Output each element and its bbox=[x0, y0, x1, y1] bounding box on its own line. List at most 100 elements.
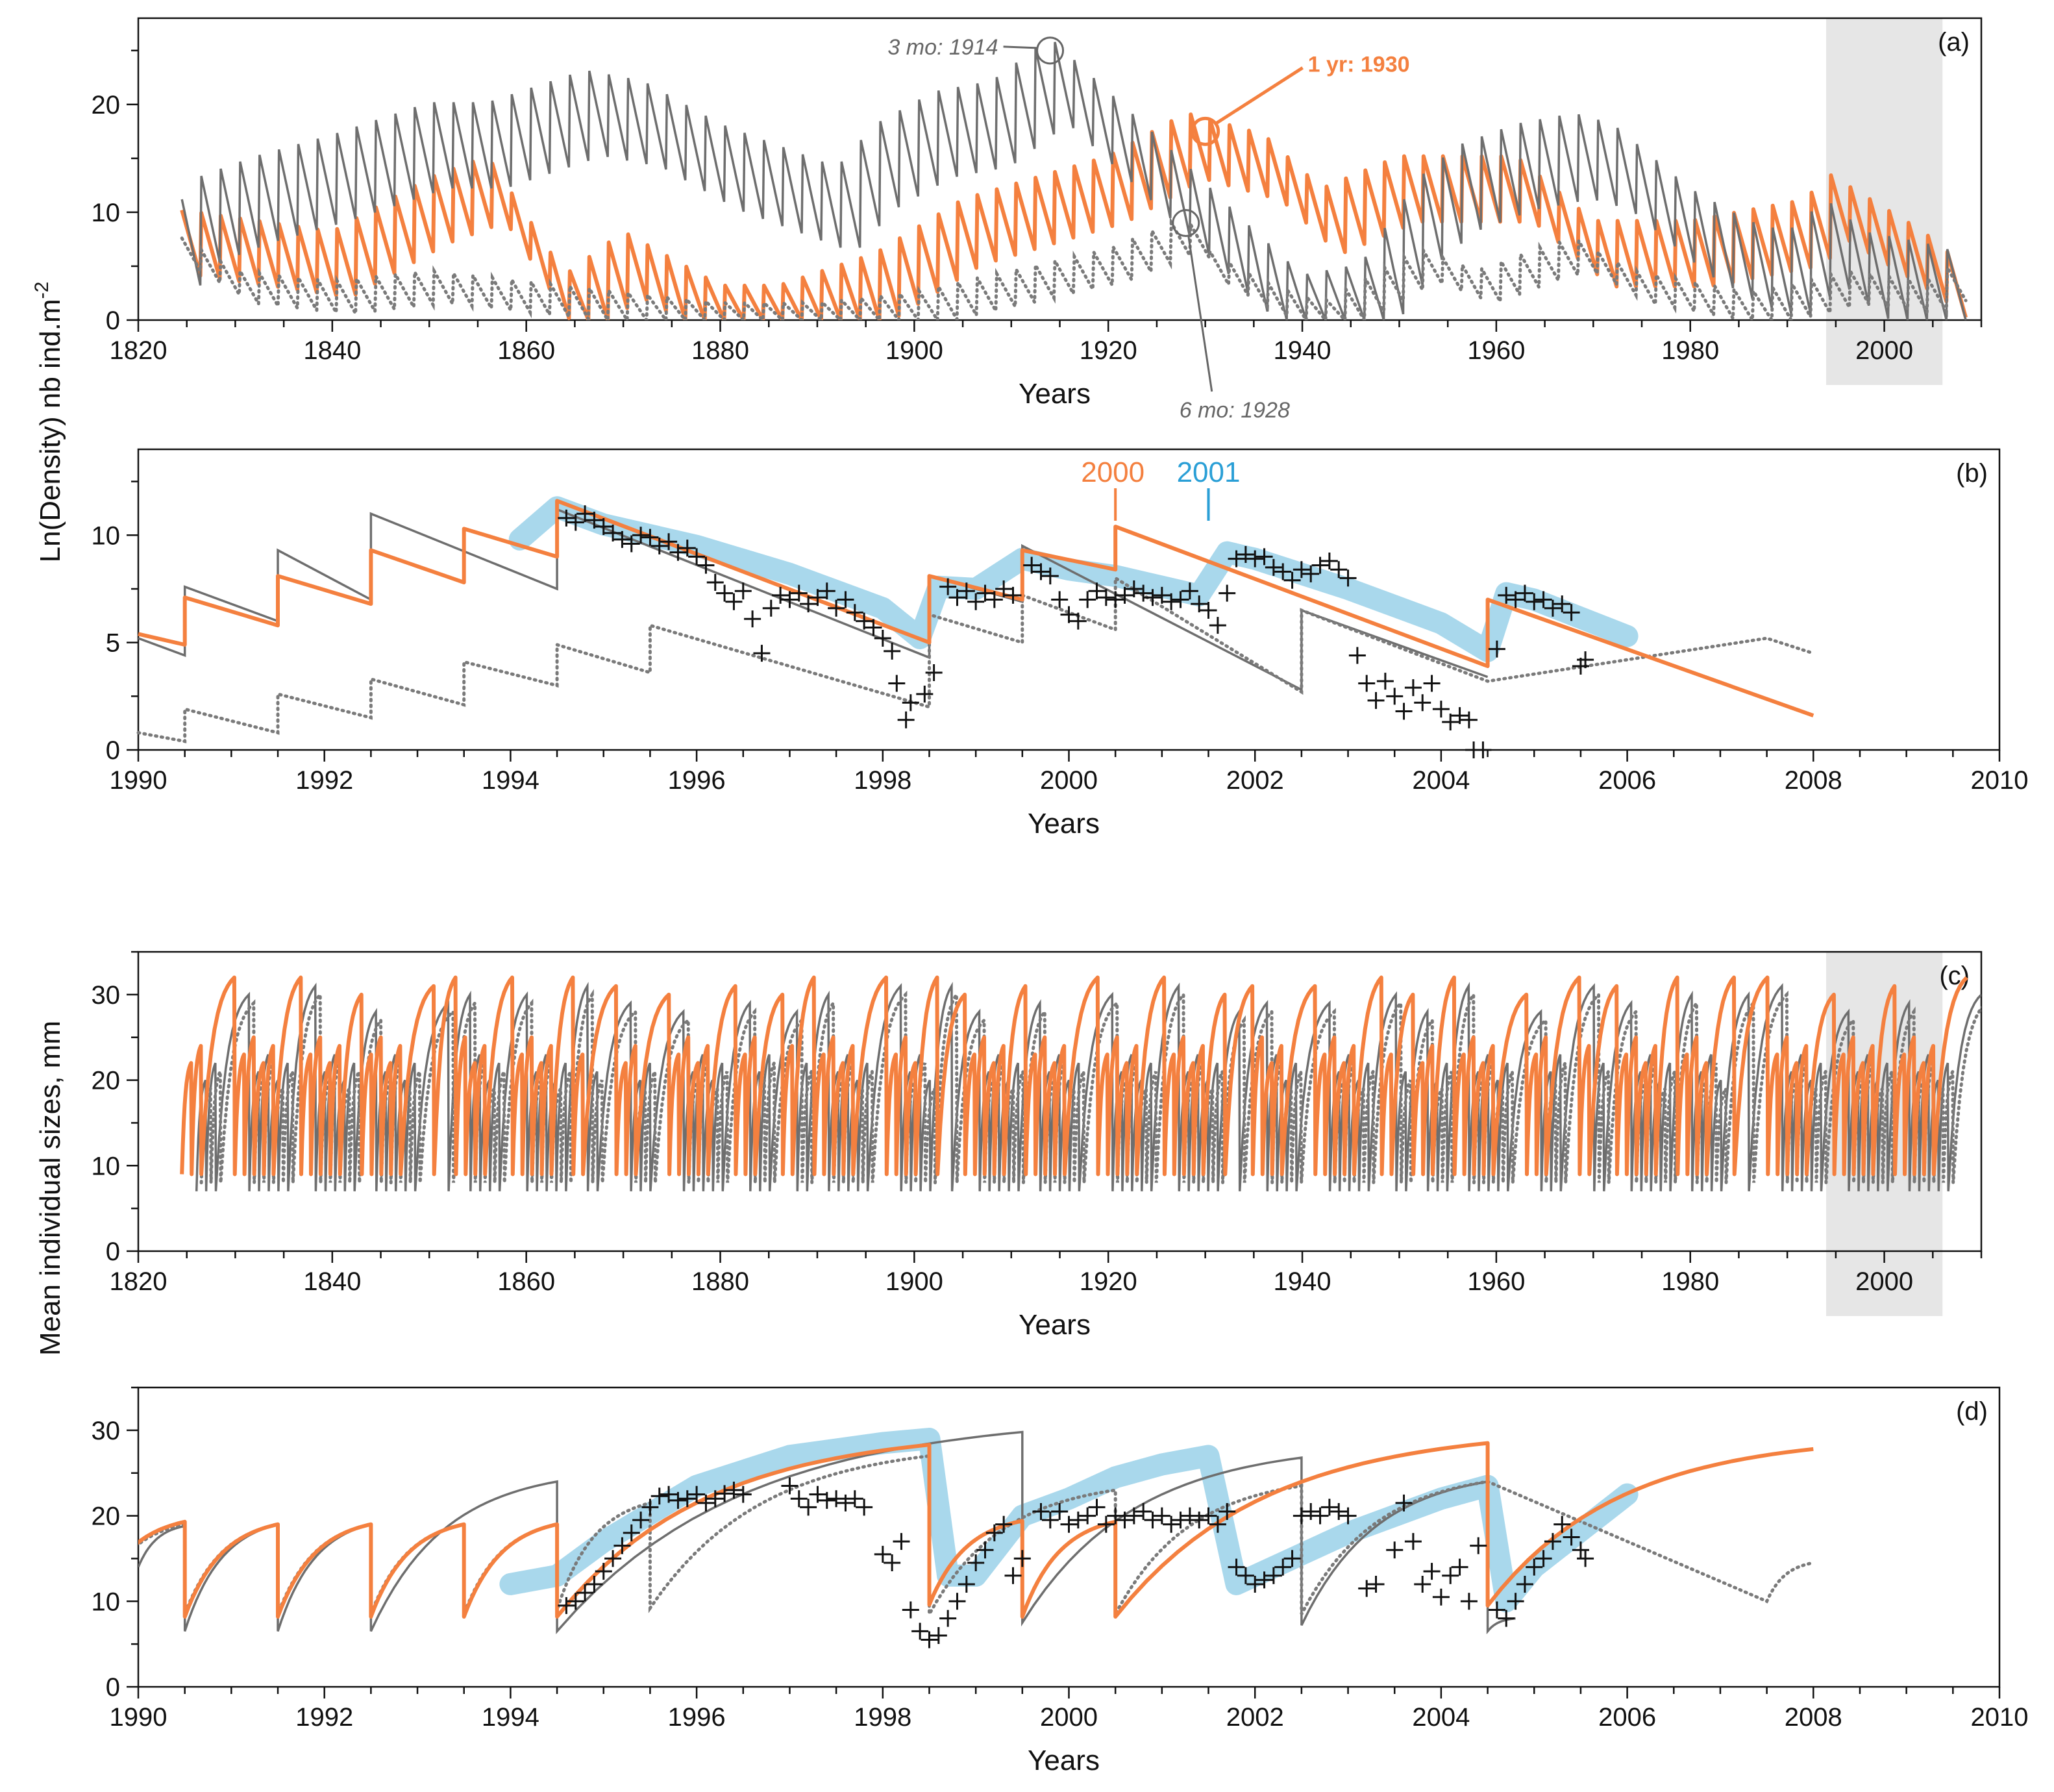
observed-point bbox=[567, 514, 584, 531]
observed-point bbox=[1116, 586, 1133, 604]
observed-point bbox=[641, 1499, 659, 1516]
x-tick-label: 1998 bbox=[854, 1703, 911, 1732]
observed-point bbox=[874, 630, 891, 647]
observed-point bbox=[753, 645, 771, 662]
observed-point bbox=[697, 1494, 715, 1512]
panel-label: (c) bbox=[1939, 962, 1970, 990]
observed-point bbox=[558, 509, 575, 527]
observed-point bbox=[604, 524, 622, 541]
observed-point bbox=[1125, 1507, 1143, 1524]
observed-point bbox=[688, 1486, 706, 1503]
observed-point bbox=[1293, 1507, 1310, 1524]
observed-point bbox=[1577, 1550, 1594, 1567]
observed-point bbox=[1414, 1575, 1431, 1593]
observed-point bbox=[1004, 1567, 1022, 1584]
observed-point bbox=[902, 1601, 919, 1619]
observed-point bbox=[660, 1486, 678, 1503]
x-tick-label: 1992 bbox=[295, 1703, 353, 1732]
observed-point bbox=[697, 556, 715, 574]
observed-point bbox=[1172, 1512, 1189, 1529]
observed-point bbox=[1200, 1507, 1217, 1524]
observed-point bbox=[744, 610, 761, 628]
observed-point bbox=[1274, 1558, 1292, 1576]
x-tick-label: 2006 bbox=[1598, 766, 1656, 795]
x-tick-label: 1940 bbox=[1274, 1267, 1331, 1296]
observed-point bbox=[1209, 617, 1226, 634]
observed-point bbox=[734, 582, 752, 600]
observed-point bbox=[1293, 561, 1310, 579]
observed-point bbox=[586, 1575, 603, 1593]
annotation-6mo: 6 mo: 1928 bbox=[1180, 398, 1290, 423]
observed-point bbox=[1107, 591, 1124, 608]
y-tick-label: 0 bbox=[106, 1673, 120, 1702]
observed-point bbox=[1041, 567, 1059, 585]
observed-point bbox=[1013, 1550, 1031, 1567]
observed-point bbox=[1474, 741, 1492, 758]
observed-point bbox=[856, 1499, 873, 1516]
y-tick-label: 5 bbox=[106, 629, 120, 658]
observed-point bbox=[1209, 1515, 1226, 1533]
observed-point bbox=[818, 582, 835, 600]
observed-point bbox=[809, 1486, 826, 1503]
observed-point bbox=[884, 642, 901, 660]
x-tick-label: 1960 bbox=[1467, 1267, 1525, 1296]
observed-point bbox=[911, 1623, 929, 1640]
series-line-6-mo bbox=[138, 1454, 1815, 1621]
observed-point bbox=[1219, 584, 1236, 602]
x-tick-label: 1992 bbox=[295, 766, 353, 795]
observed-point bbox=[1460, 1593, 1478, 1610]
observed-point bbox=[865, 619, 882, 636]
observed-point bbox=[1088, 582, 1106, 600]
observed-point bbox=[725, 593, 743, 610]
x-tick-label: 1860 bbox=[497, 1267, 555, 1296]
observed-point bbox=[1237, 1567, 1254, 1584]
observed-point bbox=[921, 1631, 938, 1649]
observed-point bbox=[1144, 589, 1161, 606]
observed-point bbox=[1526, 593, 1543, 610]
x-tick-label: 2006 bbox=[1598, 1703, 1656, 1732]
observed-point bbox=[1348, 647, 1366, 664]
x-tick-label: 1980 bbox=[1661, 1267, 1719, 1296]
series-line-1-yr bbox=[180, 112, 1968, 320]
observed-point bbox=[1507, 1593, 1524, 1610]
observed-point bbox=[874, 1545, 891, 1563]
observed-point bbox=[1516, 584, 1533, 602]
observed-point bbox=[818, 1491, 835, 1509]
observed-point bbox=[632, 527, 650, 544]
y-tick-label: 10 bbox=[92, 1587, 121, 1616]
observed-point bbox=[1367, 1575, 1385, 1593]
year-marker-label: 2001 bbox=[1177, 456, 1241, 488]
observed-point bbox=[1386, 1541, 1404, 1559]
series-line-6-mo bbox=[136, 575, 1815, 743]
annotation-circle bbox=[1191, 116, 1220, 146]
observed-point bbox=[1302, 1502, 1320, 1520]
x-tick-label: 1920 bbox=[1080, 336, 1137, 365]
observed-point bbox=[1451, 1558, 1468, 1576]
observed-point bbox=[995, 1515, 1013, 1533]
observed-point bbox=[995, 580, 1013, 597]
observed-point bbox=[846, 604, 863, 621]
observed-point bbox=[1516, 1575, 1533, 1593]
x-tick-label: 2004 bbox=[1412, 1703, 1470, 1732]
observed-point bbox=[976, 1541, 994, 1559]
observed-point bbox=[613, 1537, 631, 1554]
observed-point bbox=[958, 582, 975, 600]
x-tick-label: 2002 bbox=[1226, 766, 1284, 795]
observed-point bbox=[725, 1482, 743, 1499]
observed-point bbox=[641, 529, 659, 546]
panel-label: (b) bbox=[1956, 459, 1988, 488]
observed-point bbox=[1563, 604, 1580, 621]
x-tick-label: 1900 bbox=[885, 1267, 943, 1296]
y-tick-label: 10 bbox=[92, 1152, 121, 1180]
observed-point bbox=[1470, 1537, 1487, 1554]
observed-point bbox=[1079, 591, 1096, 608]
observed-point bbox=[1107, 1507, 1124, 1524]
observed-point bbox=[1526, 1558, 1543, 1576]
annotation-leader bbox=[1003, 45, 1037, 49]
y-tick-label: 0 bbox=[106, 736, 120, 765]
observed-point bbox=[623, 1524, 640, 1541]
observed-point bbox=[930, 1626, 947, 1644]
observed-point bbox=[1283, 1550, 1301, 1567]
y-tick-label: 10 bbox=[92, 199, 121, 227]
annotation-1yr: 1 yr: 1930 bbox=[1308, 52, 1410, 77]
